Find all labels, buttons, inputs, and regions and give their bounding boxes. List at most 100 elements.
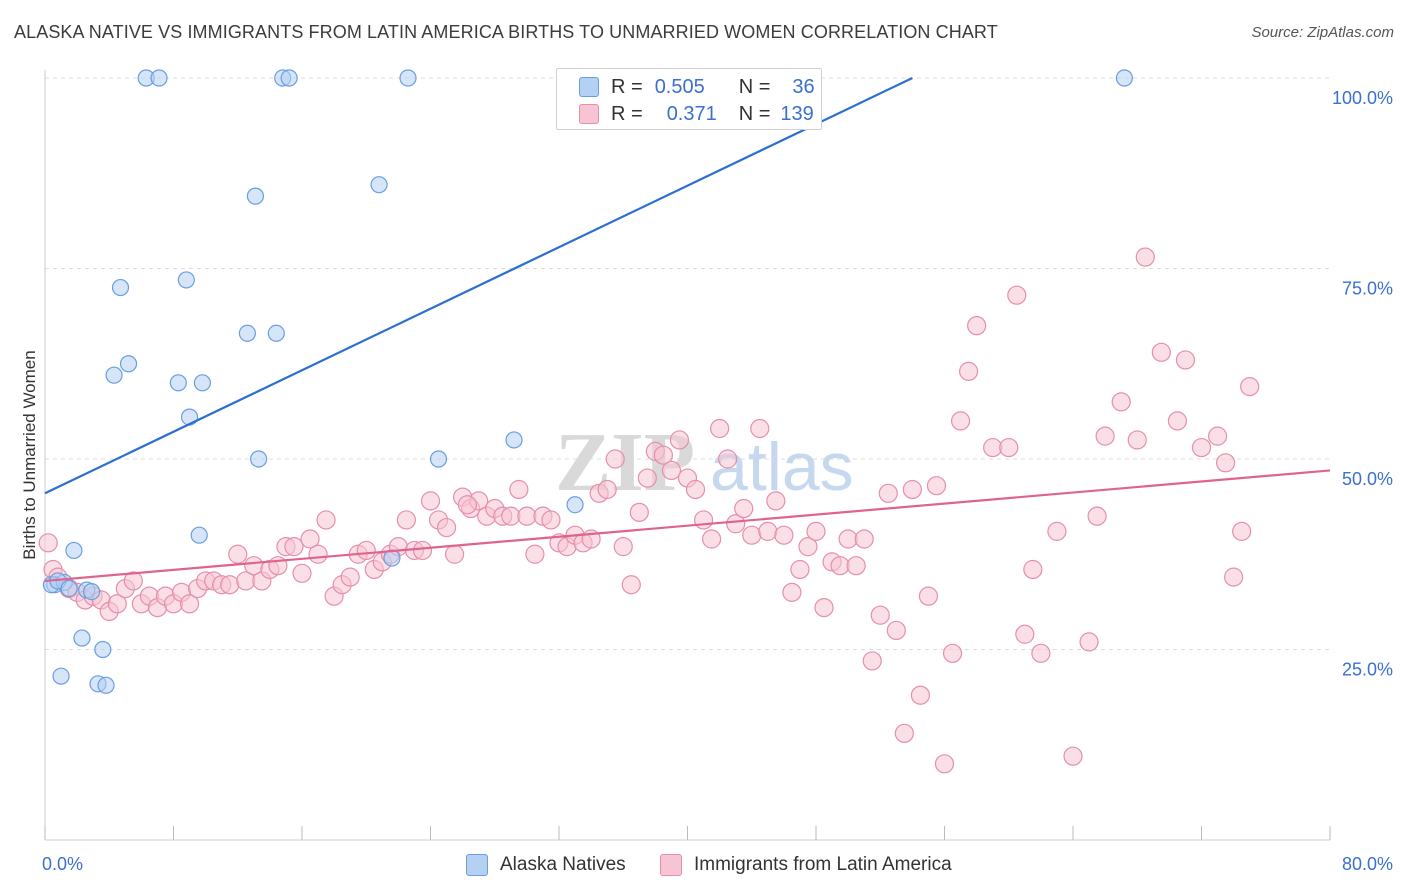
data-point xyxy=(950,411,971,431)
r-label: R = xyxy=(611,75,643,98)
data-point xyxy=(370,176,388,194)
legend-item-immigrants[interactable]: Immigrants from Latin America xyxy=(660,852,952,878)
data-point xyxy=(718,449,738,469)
data-point xyxy=(999,437,1019,458)
data-point xyxy=(420,491,441,511)
data-point xyxy=(179,594,200,614)
data-point xyxy=(292,563,312,583)
data-point xyxy=(766,491,786,511)
legend-row-immigrants: R = 0.371 N = 139 xyxy=(579,101,814,127)
data-point xyxy=(1023,559,1043,580)
data-point xyxy=(597,479,617,500)
data-point xyxy=(1240,377,1260,397)
data-point xyxy=(1151,342,1171,362)
data-point xyxy=(1063,746,1083,766)
data-point xyxy=(300,529,320,549)
data-point xyxy=(774,525,794,545)
data-point xyxy=(308,544,328,564)
data-point xyxy=(1167,411,1188,431)
data-point xyxy=(444,544,465,564)
data-point xyxy=(637,468,657,488)
data-point xyxy=(111,278,130,297)
data-point xyxy=(180,408,199,426)
x-axis: 0.0% 80.0% xyxy=(42,70,1393,874)
data-point xyxy=(669,430,690,450)
data-point xyxy=(82,582,101,601)
trendline-immigrants xyxy=(44,469,1331,583)
data-point xyxy=(701,529,722,549)
data-point xyxy=(316,510,336,530)
y-tick-label: 100.0% xyxy=(1332,88,1393,108)
data-point xyxy=(958,361,979,381)
y-tick-label: 50.0% xyxy=(1342,469,1393,489)
data-point xyxy=(782,582,802,602)
data-point xyxy=(758,521,778,541)
r-label: R = xyxy=(611,102,643,125)
data-point xyxy=(340,567,360,587)
trendlines xyxy=(44,77,1331,583)
data-point xyxy=(541,510,561,530)
data-point xyxy=(726,514,746,534)
data-point xyxy=(942,643,963,663)
x-tick-label-min: 0.0% xyxy=(42,854,83,874)
data-point xyxy=(412,540,433,561)
pink-swatch xyxy=(660,854,682,876)
data-point xyxy=(1224,567,1244,587)
stats-legend: R = 0.505 N = 36 R = 0.371 N = 139 xyxy=(556,68,822,130)
series-immigrants-points xyxy=(38,247,1260,774)
data-point xyxy=(854,529,874,549)
data-point xyxy=(38,533,58,553)
n-value: 36 xyxy=(792,75,815,98)
n-label: N = xyxy=(738,102,771,125)
legend-label: Alaska Natives xyxy=(500,854,626,875)
data-point xyxy=(517,506,537,526)
data-point xyxy=(501,506,521,526)
data-point xyxy=(284,537,304,557)
data-point xyxy=(870,605,890,625)
data-point xyxy=(710,418,730,439)
data-point xyxy=(60,579,78,598)
data-point xyxy=(107,594,127,614)
data-point xyxy=(798,537,818,557)
data-point xyxy=(806,521,826,541)
data-point xyxy=(613,537,633,557)
data-point xyxy=(742,525,762,545)
data-point xyxy=(661,460,682,481)
data-point xyxy=(1135,247,1155,267)
data-point xyxy=(926,476,947,496)
legend-item-alaska[interactable]: Alaska Natives xyxy=(466,852,626,878)
data-point xyxy=(1095,426,1115,446)
n-value: 139 xyxy=(780,102,814,125)
r-value: 0.505 xyxy=(654,75,705,98)
blue-swatch xyxy=(466,854,488,876)
data-point xyxy=(436,517,457,538)
data-point xyxy=(1232,521,1252,541)
data-point xyxy=(605,449,625,469)
data-point xyxy=(734,498,754,519)
data-point xyxy=(509,479,529,500)
data-point xyxy=(1015,624,1035,644)
data-point xyxy=(621,575,641,595)
data-point xyxy=(1047,521,1067,541)
data-point xyxy=(886,620,906,641)
data-point xyxy=(52,667,70,685)
data-point xyxy=(1079,632,1099,652)
y-tick-label: 25.0% xyxy=(1342,660,1393,680)
data-point xyxy=(878,483,898,503)
legend-label: Immigrants from Latin America xyxy=(694,854,952,875)
data-point xyxy=(250,450,268,468)
data-point xyxy=(396,510,417,530)
data-point xyxy=(846,556,866,576)
data-point xyxy=(967,316,987,336)
data-point xyxy=(177,271,195,289)
data-point xyxy=(1127,430,1147,450)
data-point xyxy=(1115,69,1134,87)
data-point xyxy=(894,723,914,743)
data-point xyxy=(429,450,448,468)
source-label: Source: ZipAtlas.com xyxy=(1251,24,1394,41)
data-point xyxy=(685,479,706,500)
y-tick-label: 75.0% xyxy=(1342,279,1393,299)
data-point xyxy=(790,559,810,580)
data-point xyxy=(934,754,955,774)
data-point xyxy=(65,541,83,560)
